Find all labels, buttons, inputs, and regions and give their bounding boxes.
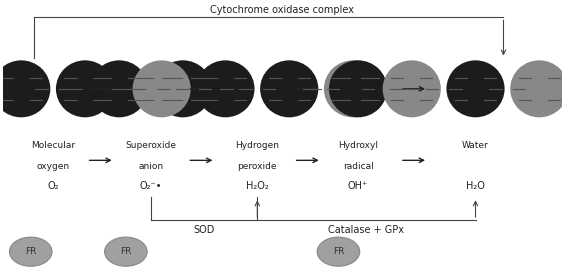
Text: H₂O₂: H₂O₂ <box>246 181 269 191</box>
Ellipse shape <box>446 60 505 117</box>
Ellipse shape <box>324 60 382 117</box>
Ellipse shape <box>197 60 254 117</box>
Ellipse shape <box>510 60 565 117</box>
Text: radical: radical <box>342 162 373 171</box>
Ellipse shape <box>10 237 52 266</box>
Ellipse shape <box>154 60 212 117</box>
Text: Cytochrome oxidase complex: Cytochrome oxidase complex <box>211 5 354 15</box>
Ellipse shape <box>383 60 441 117</box>
Text: SOD: SOD <box>193 225 215 235</box>
Text: Hydrogen: Hydrogen <box>236 141 279 150</box>
Text: Catalase + GPx: Catalase + GPx <box>328 225 405 235</box>
Ellipse shape <box>105 237 147 266</box>
Ellipse shape <box>329 60 387 117</box>
Ellipse shape <box>260 60 318 117</box>
Text: OH⁺: OH⁺ <box>348 181 368 191</box>
Text: FR: FR <box>25 247 36 256</box>
Text: FR: FR <box>120 247 132 256</box>
Ellipse shape <box>133 60 191 117</box>
Ellipse shape <box>0 60 50 117</box>
Ellipse shape <box>317 237 360 266</box>
Text: Hydroxyl: Hydroxyl <box>338 141 378 150</box>
Ellipse shape <box>90 60 148 117</box>
Text: FR: FR <box>333 247 344 256</box>
Text: oxygen: oxygen <box>37 162 69 171</box>
Text: peroxide: peroxide <box>237 162 277 171</box>
Text: Superoxide: Superoxide <box>125 141 176 150</box>
Ellipse shape <box>56 60 114 117</box>
Text: Molecular: Molecular <box>31 141 75 150</box>
Text: O₂⁻•: O₂⁻• <box>140 181 162 191</box>
Text: Water: Water <box>462 141 489 150</box>
Text: anion: anion <box>138 162 164 171</box>
Text: O₂: O₂ <box>47 181 59 191</box>
Text: H₂O: H₂O <box>466 181 485 191</box>
